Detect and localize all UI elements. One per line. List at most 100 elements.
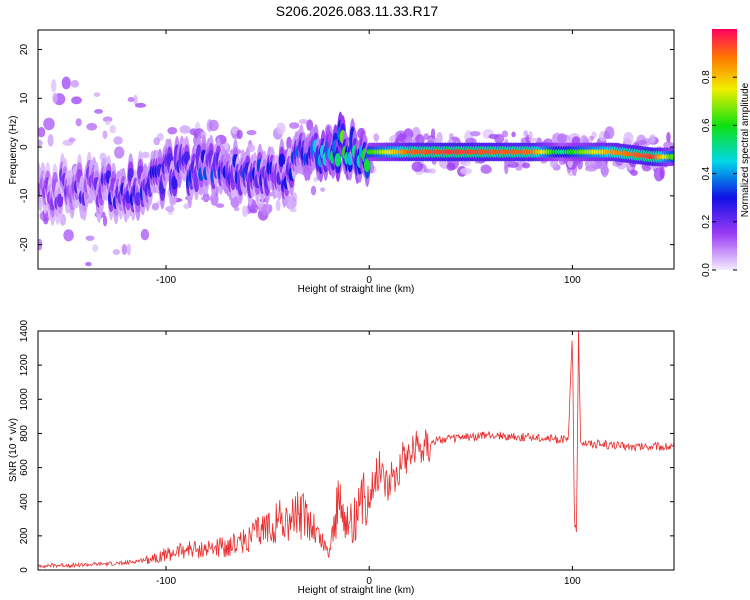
colorbar-tick-label: 0.6 (701, 118, 712, 132)
heatmap-cell (310, 185, 317, 196)
colorbar-tick-label: 0.0 (701, 263, 712, 277)
heatmap-cell (102, 116, 113, 123)
snr-ytick-label: 1400 (19, 319, 30, 342)
heatmap-cell (108, 289, 116, 297)
heatmap-cell (666, 131, 671, 144)
spectrogram-ylabel: Frequency (Hz) (8, 116, 19, 185)
heatmap-cell (151, 202, 160, 211)
heatmap-cell (246, 129, 257, 136)
heatmap-cell (230, 196, 240, 209)
heatmap-cell (298, 118, 309, 125)
heatmap-cell (52, 92, 58, 104)
heatmap-cell (114, 146, 125, 159)
heatmap-cell (85, 286, 97, 297)
heatmap-cell (469, 130, 481, 137)
heatmap-cell (363, 158, 371, 172)
heatmap-cell (208, 119, 219, 132)
heatmap-cell (127, 97, 135, 103)
heatmap-cell (68, 137, 76, 143)
heatmap-cell (112, 249, 121, 256)
heatmap-cell (47, 133, 54, 147)
heatmap-cell (373, 133, 380, 142)
spectrogram-ytick-label: 20 (19, 44, 30, 56)
snr-ytick-label: 800 (19, 425, 30, 442)
heatmap-cell (600, 164, 609, 178)
heatmap-cell (140, 228, 150, 241)
spectrogram-xlabel: Height of straight line (km) (298, 284, 415, 295)
snr-ytick-label: 1000 (19, 388, 30, 411)
heatmap-cell (528, 130, 533, 139)
spectrogram-xtick-label: 0 (366, 275, 372, 286)
heatmap-cell (659, 166, 665, 180)
snr-ytick-label: 1200 (19, 354, 30, 377)
heatmap-cell (86, 122, 98, 131)
heatmap-cell (50, 79, 57, 93)
heatmap-cell (36, 285, 44, 299)
heatmap-cell (121, 244, 128, 255)
heatmap-cell (200, 195, 212, 201)
heatmap-cell (436, 132, 443, 144)
heatmap-cell (71, 96, 82, 105)
heatmap-cell (286, 136, 292, 151)
heatmap-cell (113, 136, 123, 145)
heatmap-cell (92, 244, 98, 253)
heatmap-cell (45, 289, 52, 297)
heatmap-cell (83, 287, 91, 299)
heatmap-cell (623, 131, 634, 145)
spectrogram-ytick-label: 0 (19, 144, 30, 150)
heatmap-cell (249, 208, 258, 214)
heatmap-cell (167, 126, 178, 135)
spectrogram-ytick-label: -10 (19, 188, 30, 203)
heatmap-cell (289, 122, 300, 129)
heatmap-cell (446, 162, 456, 171)
heatmap-cell (94, 288, 105, 300)
heatmap-cell (649, 134, 656, 144)
heatmap-cell (74, 284, 84, 298)
colorbar: 0.0 0.2 0.4 0.6 0.8 Normalized spectral ampl… (701, 29, 750, 277)
heatmap-cell (278, 153, 286, 168)
spectrogram-ytick-label: -20 (19, 237, 30, 252)
heatmap-cell (105, 120, 111, 126)
heatmap-cell (153, 137, 160, 146)
heatmap-cell (231, 126, 239, 135)
heatmap-cell (127, 287, 139, 296)
heatmap-cell (38, 139, 43, 147)
colorbar-tick-label: 0.8 (701, 70, 712, 84)
heatmap-cell (93, 92, 101, 97)
heatmap-cell (43, 117, 55, 131)
heatmap-cell (511, 131, 516, 138)
heatmap-cell (126, 243, 131, 256)
heatmap-cell (488, 133, 499, 139)
snr-xtick-label: 100 (564, 576, 581, 587)
snr-ytick-label: 600 (19, 459, 30, 476)
heatmap-cell (604, 126, 615, 140)
heatmap-cell (275, 199, 281, 212)
heatmap-cell (668, 153, 674, 160)
heatmap-cell (460, 167, 472, 175)
colorbar-gradient (712, 29, 737, 270)
snr-ytick-label: 0 (19, 567, 30, 573)
figure-title: S206.2026.083.11.33.R17 (276, 3, 439, 19)
spectrogram-ytick-label: 10 (19, 92, 30, 104)
snr-series-line (38, 331, 674, 569)
heatmap-cell (134, 192, 142, 206)
heatmap-cell (46, 282, 51, 294)
spectrogram-frame (37, 29, 675, 270)
heatmap-cell (38, 127, 46, 138)
heatmap-cell (56, 193, 64, 208)
heatmap-cell (224, 142, 229, 150)
heatmap-cell (556, 133, 568, 143)
heatmap-cell (261, 203, 272, 216)
spectrogram-xtick-label: -100 (156, 275, 176, 286)
heatmap-cell (109, 125, 117, 134)
heatmap-cell (171, 175, 178, 190)
heatmap-cell (236, 129, 243, 140)
heatmap-cell (63, 229, 74, 242)
heatmap-cell (133, 94, 138, 105)
heatmap-cell (179, 125, 191, 134)
heatmap-cell (215, 203, 225, 208)
heatmap-cell (411, 161, 423, 172)
heatmap-cell (134, 102, 147, 108)
snr-ytick-label: 400 (19, 493, 30, 510)
